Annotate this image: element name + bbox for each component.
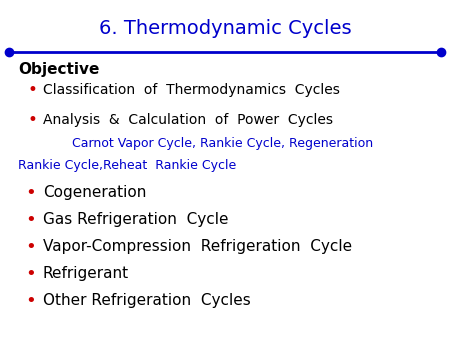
- Text: •: •: [25, 184, 36, 202]
- Text: •: •: [27, 80, 37, 99]
- Text: •: •: [25, 292, 36, 310]
- Text: •: •: [25, 238, 36, 256]
- Text: Analysis  &  Calculation  of  Power  Cycles: Analysis & Calculation of Power Cycles: [43, 113, 333, 127]
- Text: •: •: [25, 265, 36, 283]
- Text: Carnot Vapor Cycle, Rankie Cycle, Regeneration: Carnot Vapor Cycle, Rankie Cycle, Regene…: [72, 137, 373, 150]
- Text: Objective: Objective: [18, 62, 99, 77]
- Text: •: •: [27, 111, 37, 129]
- Text: 6. Thermodynamic Cycles: 6. Thermodynamic Cycles: [99, 19, 351, 38]
- Text: Rankie Cycle,Reheat  Rankie Cycle: Rankie Cycle,Reheat Rankie Cycle: [18, 159, 236, 172]
- Text: Gas Refrigeration  Cycle: Gas Refrigeration Cycle: [43, 212, 228, 227]
- Text: •: •: [25, 211, 36, 229]
- Text: Other Refrigeration  Cycles: Other Refrigeration Cycles: [43, 293, 251, 308]
- Text: Classification  of  Thermodynamics  Cycles: Classification of Thermodynamics Cycles: [43, 82, 340, 97]
- Text: Vapor-Compression  Refrigeration  Cycle: Vapor-Compression Refrigeration Cycle: [43, 239, 352, 254]
- Text: Refrigerant: Refrigerant: [43, 266, 129, 281]
- Text: Cogeneration: Cogeneration: [43, 185, 146, 200]
